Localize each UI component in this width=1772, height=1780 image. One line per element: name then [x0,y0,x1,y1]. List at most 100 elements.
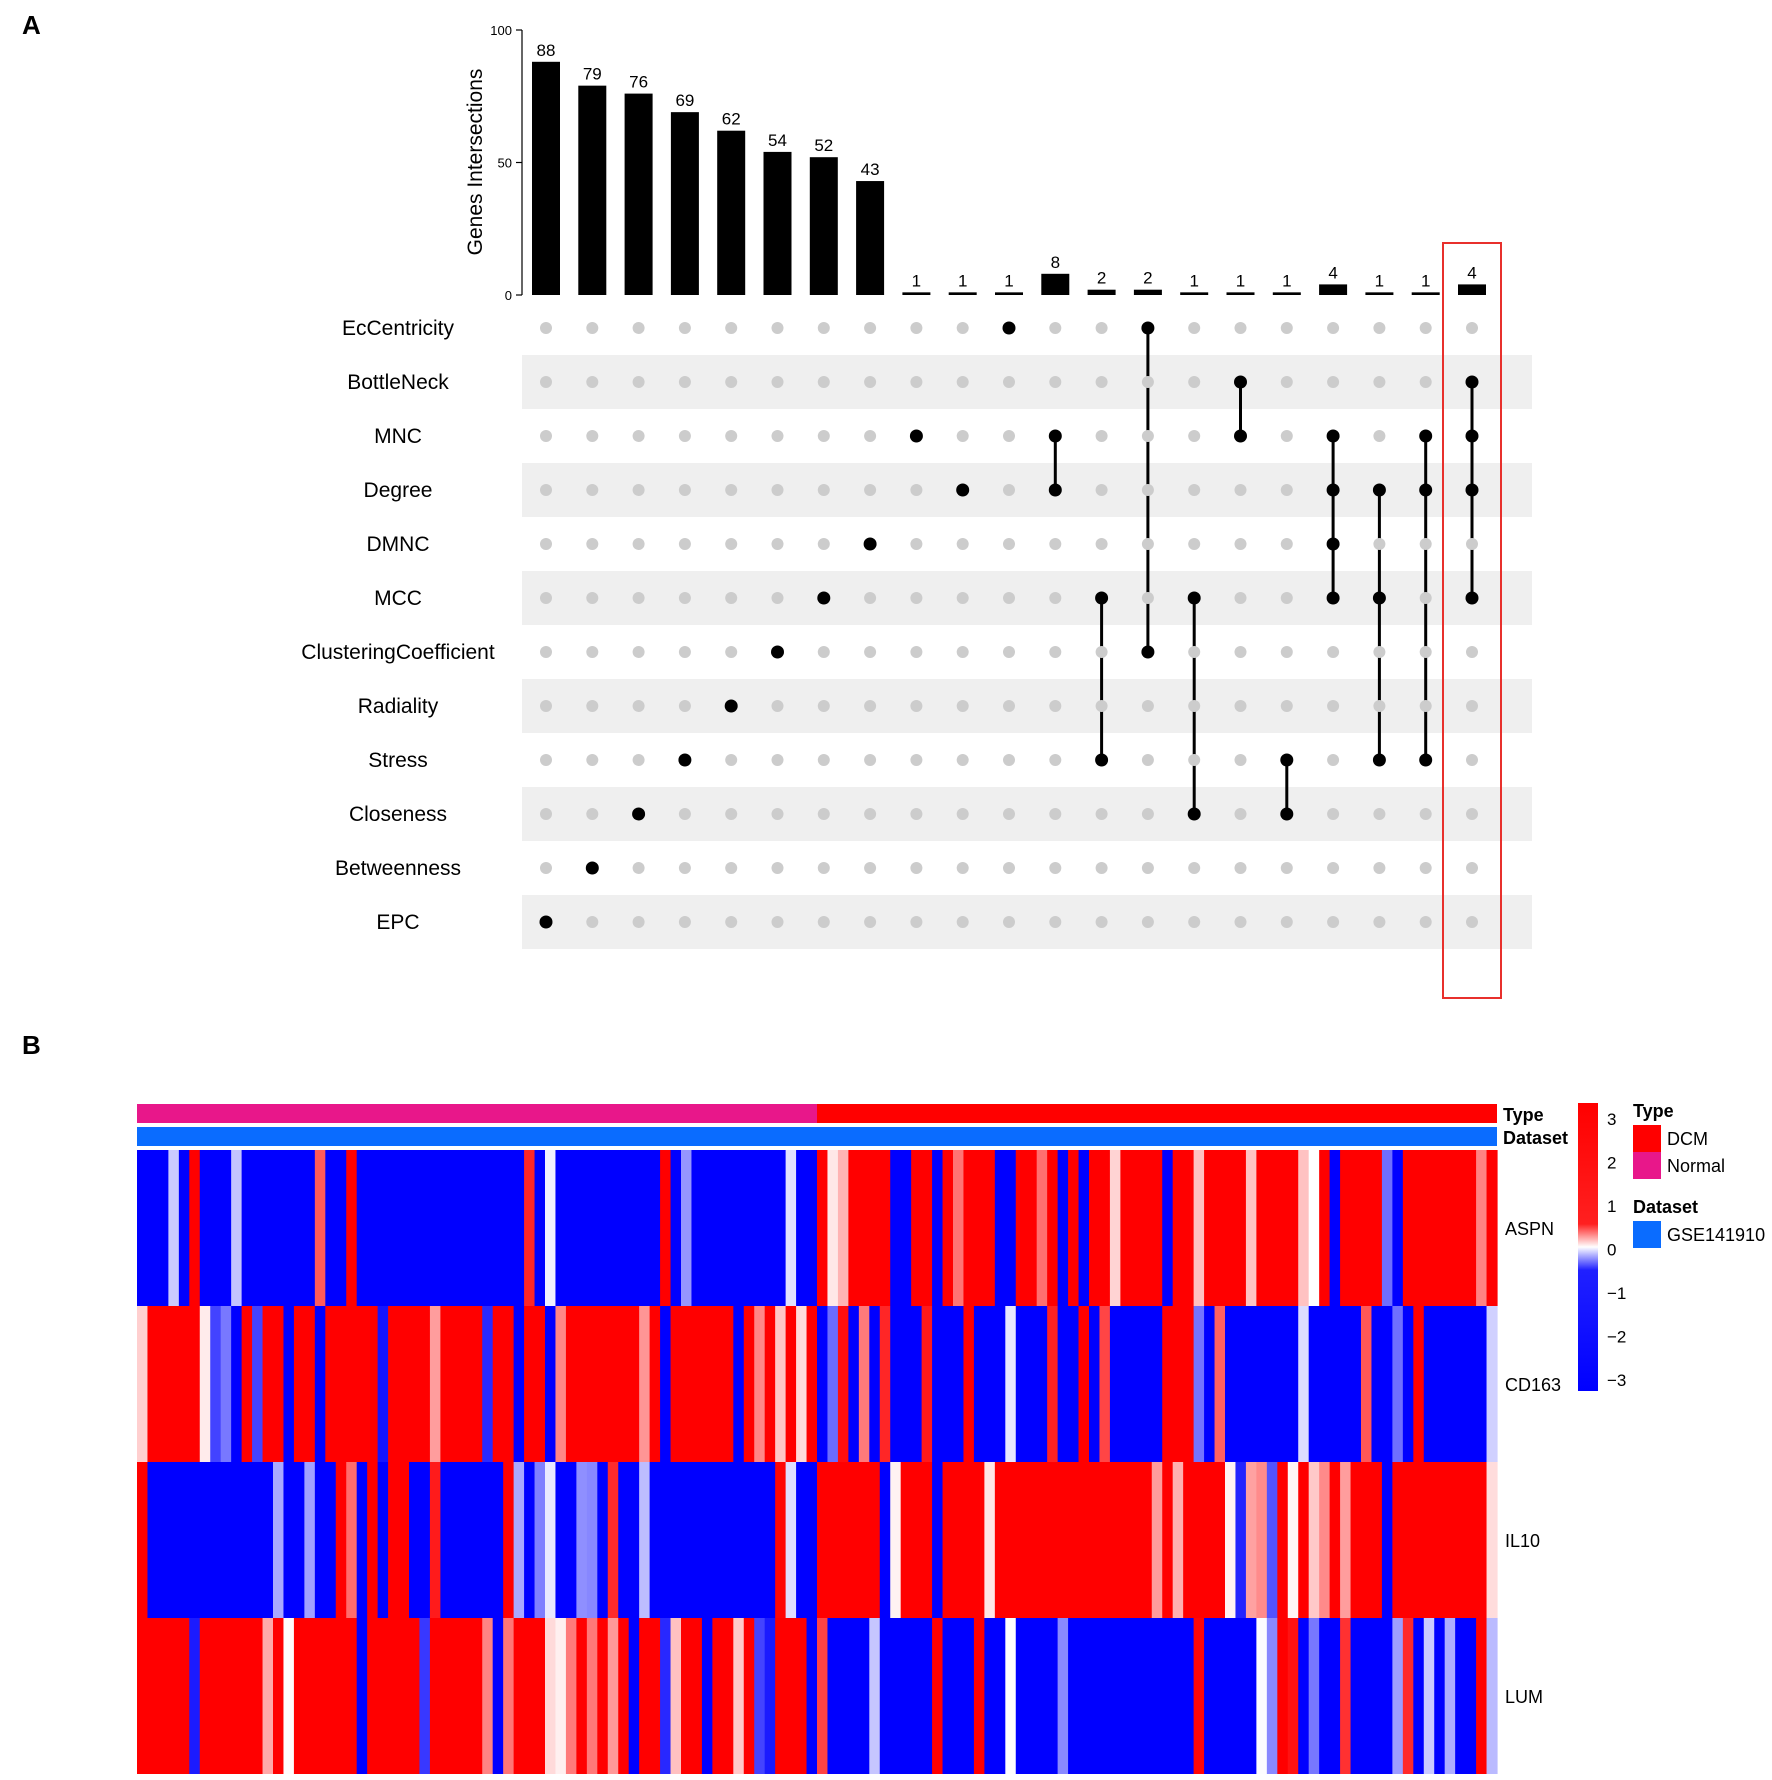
matrix-dot-inactive [771,322,784,334]
heatmap-cell [1402,1462,1414,1618]
heatmap-cell [660,1150,672,1306]
intersection-bar [809,157,838,295]
matrix-dot-inactive [678,700,691,712]
matrix-dot-active [1326,429,1340,443]
heatmap-cell [168,1462,180,1618]
intersection-bar-value: 1 [1004,271,1013,290]
matrix-dot-inactive [910,700,923,712]
heatmap-cell [1256,1306,1268,1462]
matrix-dot-inactive [632,430,645,442]
matrix-dot-inactive [910,484,923,496]
heatmap-cell [1266,1462,1278,1618]
matrix-dot-inactive [678,916,691,928]
heatmap-cell [314,1462,326,1618]
matrix-dot-inactive [1327,916,1340,928]
heatmap-cell [419,1306,431,1462]
heatmap-cell [1444,1462,1456,1618]
heatmap-cell [963,1150,975,1306]
matrix-dot-inactive [678,430,691,442]
matrix-dot-inactive [1095,376,1108,388]
intersection-bars [532,61,1486,296]
matrix-dot-inactive [1280,700,1293,712]
heatmap-cell [346,1306,358,1462]
heatmap-cell [178,1462,190,1618]
heatmap-cell [293,1618,305,1774]
heatmap-cell [775,1150,787,1306]
heatmap-cell [900,1618,912,1774]
matrix-dot-inactive [864,700,877,712]
matrix-dot-inactive [725,484,738,496]
matrix-dot-inactive [910,592,923,604]
heatmap-cell [482,1462,494,1618]
matrix-dot-active [1372,483,1386,497]
heatmap-cell [367,1306,379,1462]
heatmap-cell [932,1618,944,1774]
heatmap-cell [764,1306,776,1462]
matrix-dot-inactive [1466,862,1478,874]
heatmap-cell [1005,1306,1017,1462]
heatmap-cell [712,1618,724,1774]
heatmap-cell [1319,1618,1331,1774]
heatmap-cell [1392,1150,1404,1306]
heatmap-cell [691,1462,703,1618]
matrix-dot-inactive [864,808,877,820]
heatmap-cell [806,1618,818,1774]
heatmap-cell [555,1462,567,1618]
matrix-dot-inactive [540,700,552,712]
panel-a-label: A [22,10,41,40]
matrix-dot-inactive [1049,592,1062,604]
matrix-dot-inactive [678,322,691,334]
matrix-dot-inactive [1049,808,1062,820]
heatmap-cell [388,1618,400,1774]
heatmap-cell [911,1306,923,1462]
heatmap-cell [1172,1618,1184,1774]
heatmap-cell [1068,1150,1080,1306]
type-legend-swatch-dcm [1633,1125,1661,1152]
heatmap-cell [1109,1150,1121,1306]
heatmap-cell [639,1462,651,1618]
matrix-dot-inactive [678,592,691,604]
heatmap-cell [252,1618,264,1774]
heatmap-cell [900,1306,912,1462]
heatmap-cell [1340,1462,1352,1618]
heatmap-cell [471,1462,483,1618]
heatmap-cell [283,1306,295,1462]
heatmap-cell [858,1150,870,1306]
heatmap-cell [1361,1462,1373,1618]
heatmap-cell [869,1618,881,1774]
heatmap-cell [858,1462,870,1618]
heatmap-cell [576,1306,588,1462]
heatmap-cell [241,1462,253,1618]
matrix-dot-inactive [1419,700,1432,712]
matrix-dot-inactive [1234,484,1247,496]
heatmap-cell [1047,1150,1059,1306]
heatmap-cell [1089,1618,1101,1774]
heatmap-cell [1130,1150,1142,1306]
heatmap-cell [722,1462,734,1618]
heatmap-cell [911,1462,923,1618]
heatmap-cell [848,1462,860,1618]
heatmap-cell [157,1306,169,1462]
heatmap-cell [210,1306,222,1462]
heatmap-cell [429,1462,441,1618]
heatmap-cell [1047,1306,1059,1462]
heatmap-cell [1423,1618,1435,1774]
heatmap-cell [1287,1306,1299,1462]
matrix-dot-inactive [1373,430,1386,442]
matrix-dot-inactive [1419,376,1432,388]
heatmap-cell [953,1306,965,1462]
heatmap-cell [701,1306,713,1462]
matrix-dot-inactive [817,916,830,928]
expression-heatmap: Type Dataset ASPN CD163 IL10 LUM 3 2 1 0 −1 −2 −3… [137,1101,1765,1774]
matrix-dot-active [1280,753,1294,767]
intersection-bar [1319,284,1348,295]
intersection-bar [1180,292,1209,295]
matrix-dot-inactive [540,754,552,766]
matrix-dot-inactive [1327,754,1340,766]
matrix-dot-inactive [1327,376,1340,388]
heatmap-cell [1193,1462,1205,1618]
heatmap-cell [1465,1618,1477,1774]
heatmap-cell [743,1150,755,1306]
heatmap-cell [973,1306,985,1462]
heatmap-cell [900,1150,912,1306]
